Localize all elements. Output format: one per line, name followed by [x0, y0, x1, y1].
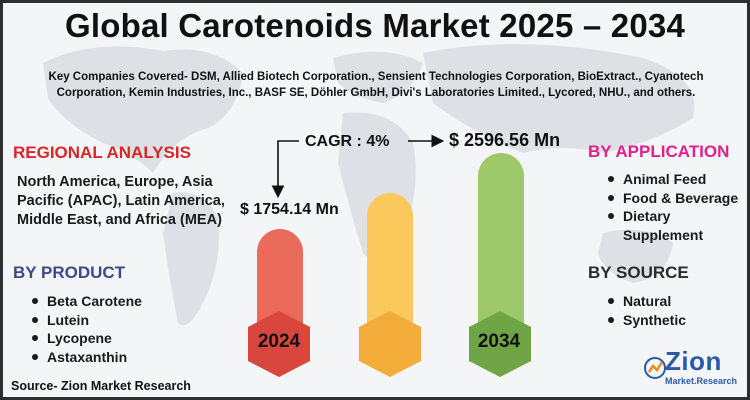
hexagon-2034: [469, 311, 531, 377]
regional-analysis-text: North America, Europe, Asia Pacific (APA…: [17, 174, 225, 228]
regional-analysis-heading: REGIONAL ANALYSIS: [13, 143, 191, 162]
start-value-label: $ 1754.14 Mn: [240, 201, 339, 218]
list-item: Astaxanthin: [29, 348, 142, 367]
product-list: Beta Carotene Lutein Lycopene Astaxanthi…: [29, 292, 142, 366]
cagr-arrow-down: [271, 140, 299, 199]
page-title: Global Carotenoids Market 2025 – 2034: [65, 7, 685, 44]
list-item: Synthetic: [605, 311, 686, 330]
list-item: Lutein: [29, 311, 142, 330]
source-list: Natural Synthetic: [605, 292, 686, 329]
list-item: Lycopene: [29, 329, 142, 348]
by-product-heading: BY PRODUCT: [13, 263, 126, 282]
list-item: Animal Feed: [605, 170, 745, 189]
year-2034-label: 2034: [477, 331, 521, 352]
logo-globe-icon: [644, 357, 666, 379]
logo-word: Zion: [665, 346, 722, 376]
logo-subtext: Market.Research: [665, 376, 738, 386]
end-value-label: $ 2596.56 Mn: [449, 130, 561, 150]
growth-graphic: [248, 134, 531, 377]
hexagon-2024: [248, 311, 310, 377]
year-2024-label: 2024: [257, 331, 301, 352]
zion-logo: Zion Market.Research: [643, 346, 743, 394]
source-note: Source- Zion Market Research: [11, 379, 191, 393]
by-application-heading: BY APPLICATION: [588, 142, 730, 161]
list-item: Dietary Supplement: [605, 207, 745, 244]
key-companies-text: Key Companies Covered- DSM, Allied Biote…: [48, 71, 704, 99]
cagr-label: CAGR : 4%: [305, 133, 390, 150]
hexagon-mid: [359, 311, 421, 377]
bar-2034: [478, 153, 524, 349]
list-item: Beta Carotene: [29, 292, 142, 311]
by-source-heading: BY SOURCE: [588, 263, 689, 282]
list-item: Natural: [605, 292, 686, 311]
list-item: Food & Beverage: [605, 189, 745, 208]
bar-mid: [367, 193, 413, 349]
application-list: Animal Feed Food & Beverage Dietary Supp…: [605, 170, 745, 244]
world-map-background: [43, 44, 695, 326]
